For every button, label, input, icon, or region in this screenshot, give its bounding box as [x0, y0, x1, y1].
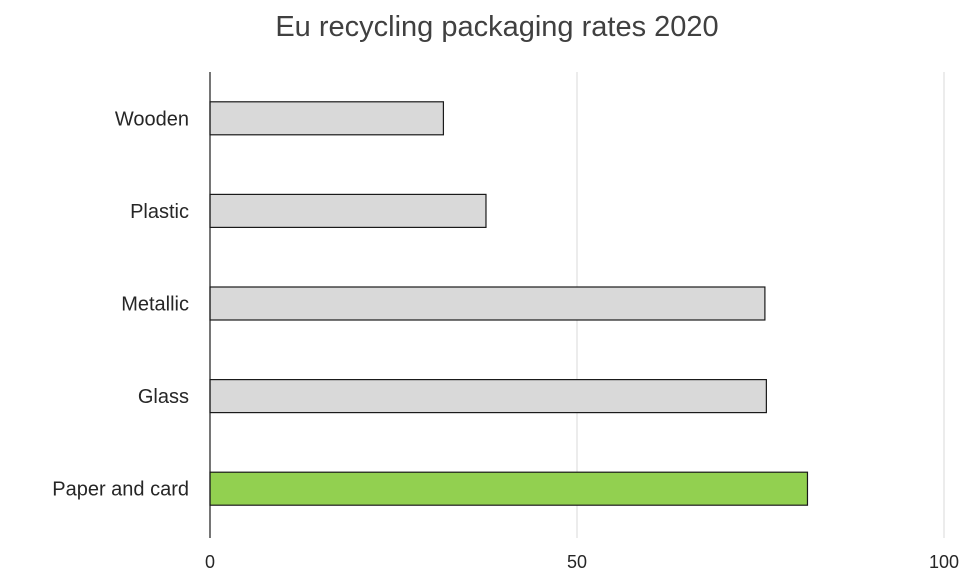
x-tick-label-50: 50 — [567, 552, 587, 572]
category-label-glass: Glass — [138, 386, 189, 408]
category-label-paper-and-card: Paper and card — [52, 479, 189, 501]
category-label-wooden: Wooden — [115, 108, 189, 130]
x-tick-labels: 0 50 100 — [205, 552, 959, 572]
bar-metallic — [209, 286, 766, 321]
bar-wooden — [209, 101, 445, 136]
category-label-metallic: Metallic — [121, 294, 189, 316]
bar-plastic — [209, 193, 487, 228]
x-tick-label-100: 100 — [929, 552, 959, 572]
category-labels: Wooden Plastic Metallic Glass Paper and card — [52, 108, 189, 500]
category-label-plastic: Plastic — [130, 201, 189, 223]
x-tick-label-0: 0 — [205, 552, 215, 572]
bars — [209, 101, 809, 506]
bar-paper-and-card — [209, 471, 809, 506]
bar-glass — [209, 379, 767, 414]
chart-title: Eu recycling packaging rates 2020 — [275, 11, 718, 43]
